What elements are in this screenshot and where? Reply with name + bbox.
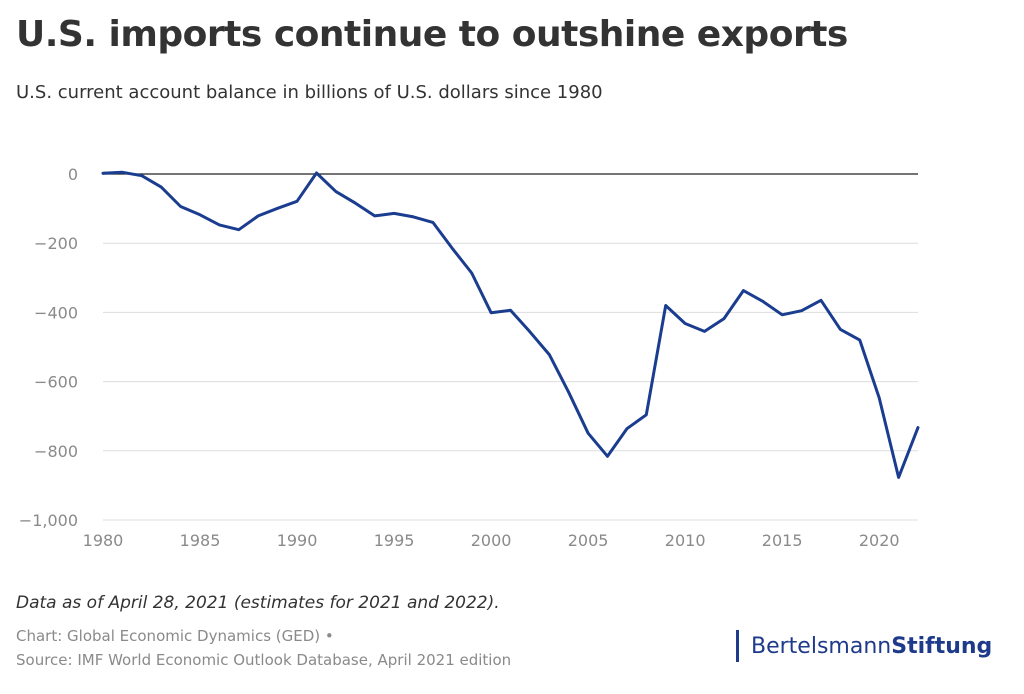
chart-credit: Chart: Global Economic Dynamics (GED) • (16, 627, 334, 645)
y-tick-label: −600 (34, 373, 78, 392)
y-tick-label: −400 (34, 303, 78, 322)
y-tick-label: −800 (34, 442, 78, 461)
x-tick-label: 2000 (471, 531, 512, 550)
gridlines (103, 173, 918, 521)
data-source: Source: IMF World Economic Outlook Datab… (16, 651, 512, 669)
x-tick-label: 1990 (277, 531, 318, 550)
brand-name-part1: Bertelsmann (751, 633, 892, 659)
x-tick-label: 2020 (859, 531, 900, 550)
line-chart: 0 −200 −400 −600 −800 −1,000 1980 1985 1990 1995… (19, 165, 920, 550)
y-tick-label: 0 (68, 165, 78, 184)
brand-name-part2: Stiftung (891, 633, 993, 659)
chart-title: U.S. imports continue to outshine export… (16, 14, 848, 55)
data-note: Data as of April 28, 2021 (estimates for… (16, 593, 500, 613)
y-axis-ticks: 0 −200 −400 −600 −800 −1,000 (19, 165, 78, 530)
series-layer (101, 170, 920, 479)
bertelsmann-logo: Bertelsmann Stiftung (736, 630, 992, 662)
x-tick-label: 1995 (374, 531, 415, 550)
series-line (101, 170, 920, 479)
x-tick-label: 2015 (762, 531, 803, 550)
chart-subtitle: U.S. current account balance in billions… (16, 82, 603, 103)
x-tick-label: 2010 (665, 531, 706, 550)
y-tick-label: −200 (34, 234, 78, 253)
x-tick-label: 2005 (568, 531, 609, 550)
x-tick-label: 1985 (180, 531, 221, 550)
x-tick-label: 1980 (83, 531, 124, 550)
x-axis-ticks: 1980 1985 1990 1995 2000 2005 2010 2015 2020 (83, 531, 900, 550)
y-tick-label: −1,000 (19, 511, 78, 530)
